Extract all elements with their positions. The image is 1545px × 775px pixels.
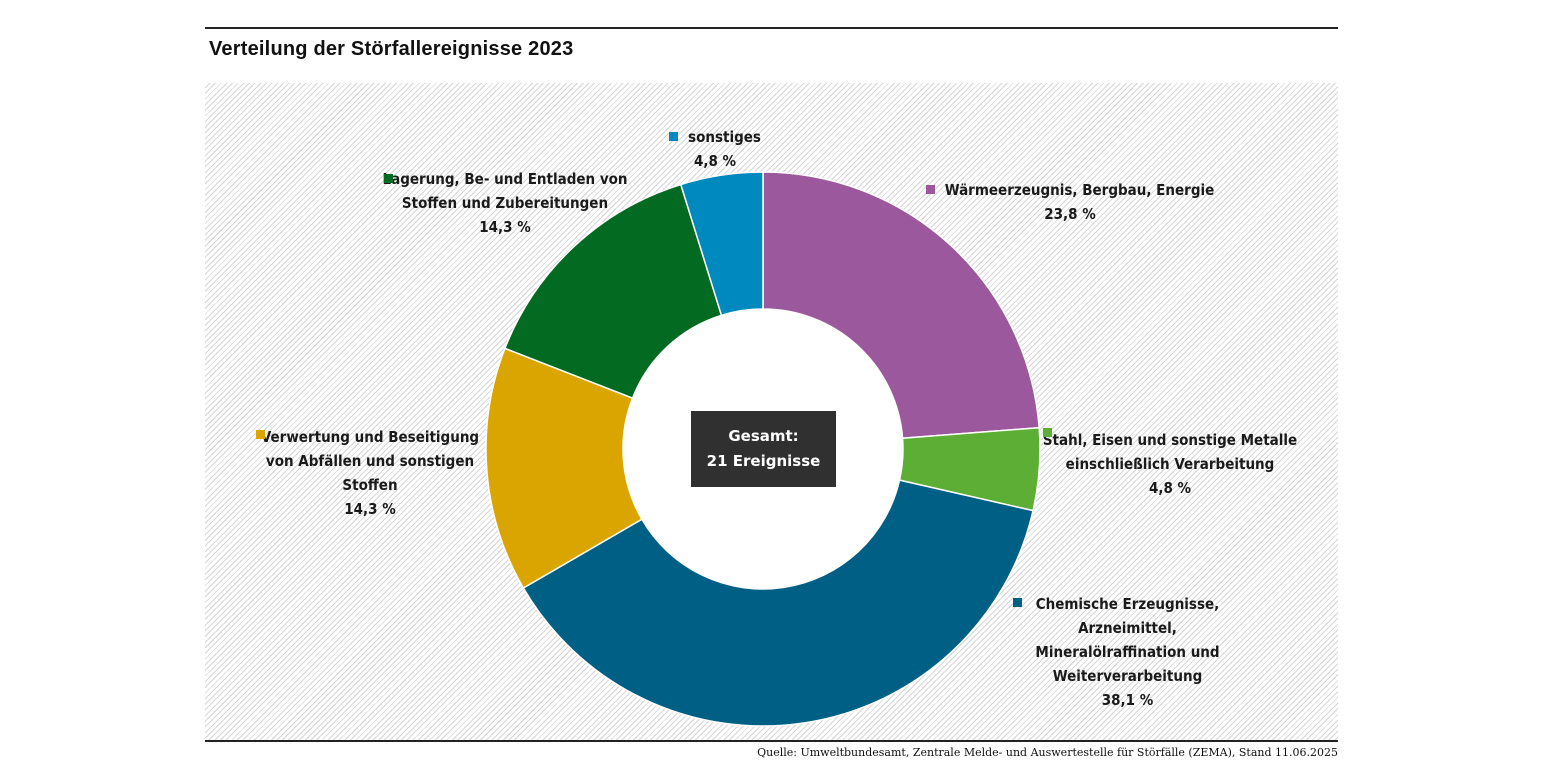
legend-swatch [256, 430, 265, 439]
donut-slice-5 [679, 171, 764, 317]
value-label: 14,3 % [479, 218, 531, 236]
legend-swatch [1043, 428, 1052, 437]
value-label: 23,8 % [1044, 205, 1096, 223]
legend-swatch [925, 185, 935, 194]
label-chemie: Chemische Erzeugnisse, Arzneimittel, Min… [1010, 592, 1245, 712]
category-label: Wärmeerzeugnis, Bergbau, Energie [944, 181, 1215, 199]
value-label: 38,1 % [1101, 691, 1154, 709]
value-label: 14,3 % [344, 500, 396, 518]
category-label: Verwertung und Beseitigung von Abfällen … [260, 428, 480, 494]
legend-swatch [1013, 598, 1022, 607]
total-value: 21 Ereignisse [706, 452, 821, 470]
category-label: sonstiges [688, 128, 761, 146]
category-label: Lagerung, Be- und Entladen von Stoffen u… [382, 170, 628, 212]
top-rule [205, 27, 1338, 29]
category-label: Stahl, Eisen und sonstige Metalle einsch… [1042, 431, 1298, 473]
bottom-rule [205, 740, 1338, 742]
legend-swatch [669, 132, 679, 141]
category-label: Chemische Erzeugnisse, Arzneimittel, Min… [1035, 595, 1220, 685]
total-box: Gesamt: 21 Ereignisse [691, 411, 836, 487]
label-stahl: Stahl, Eisen und sonstige Metalle einsch… [1040, 428, 1300, 500]
legend-swatch [384, 174, 393, 183]
source-note: Quelle: Umweltbundesamt, Zentrale Melde-… [757, 746, 1338, 759]
label-sonstiges: sonstiges 4,8 % [650, 125, 780, 173]
label-verwertung: Verwertung und Beseitigung von Abfällen … [250, 425, 490, 521]
label-waerme: Wärmeerzeugnis, Bergbau, Energie 23,8 % [920, 178, 1220, 226]
value-label: 4,8 % [693, 152, 737, 170]
value-label: 4,8 % [1148, 479, 1192, 497]
chart-title: Verteilung der Störfallereignisse 2023 [209, 38, 574, 60]
total-label: Gesamt: [728, 427, 799, 445]
label-lagerung: Lagerung, Be- und Entladen von Stoffen u… [380, 167, 630, 239]
